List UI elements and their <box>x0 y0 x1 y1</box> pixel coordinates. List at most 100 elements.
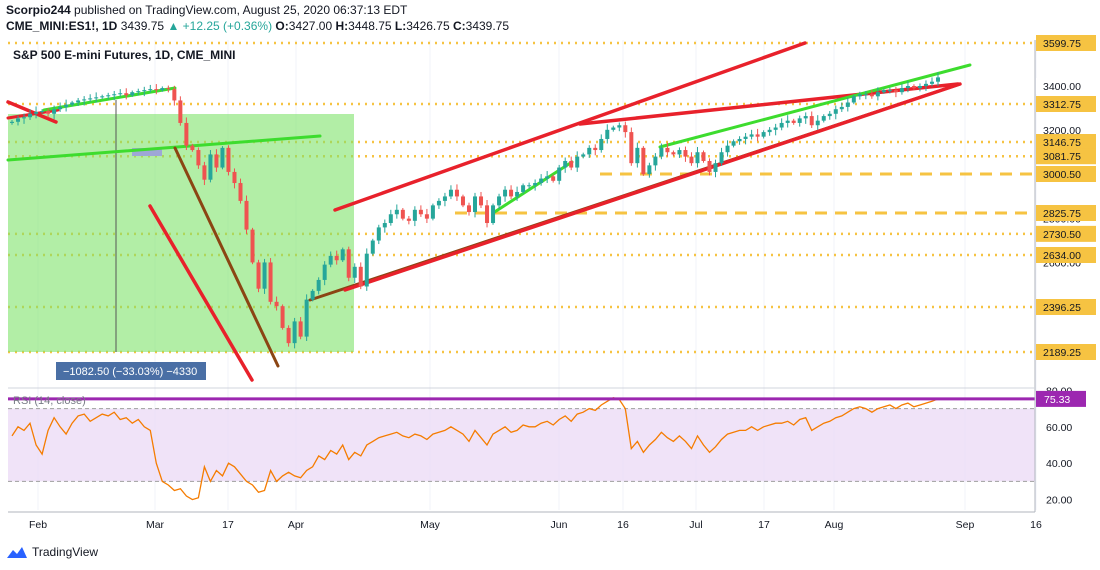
candle <box>148 84 153 93</box>
candle <box>671 150 676 157</box>
candle-body <box>100 96 105 98</box>
candle-body <box>172 89 177 101</box>
candle-body <box>328 255 333 265</box>
candle-body <box>196 150 201 166</box>
candle <box>340 247 345 262</box>
candle <box>358 262 363 290</box>
candle <box>460 194 465 208</box>
candle <box>352 263 357 283</box>
candle-body <box>635 147 640 164</box>
candle <box>917 83 922 92</box>
green-trendline <box>658 63 972 149</box>
candle <box>316 277 321 295</box>
rsi-band <box>8 408 1035 482</box>
candle-body <box>436 200 441 206</box>
candle-body <box>364 253 369 287</box>
candle <box>34 106 39 119</box>
price-label-bg <box>1036 35 1096 51</box>
candle <box>749 129 754 140</box>
x-tick-label: Sep <box>956 519 975 531</box>
price-label-bg <box>1036 148 1096 165</box>
red-trendline <box>333 41 807 212</box>
candle-body <box>346 249 351 278</box>
candle <box>936 72 940 86</box>
candle <box>707 158 712 176</box>
candle-body <box>394 209 399 215</box>
candle-body <box>430 205 435 219</box>
candle-body <box>58 106 63 110</box>
candle <box>124 88 129 100</box>
candle <box>779 118 784 131</box>
candle <box>274 296 279 311</box>
candle <box>196 147 201 169</box>
candle-body <box>677 150 682 155</box>
candle-body <box>773 127 778 130</box>
price-label: 3000.50 <box>1043 169 1081 181</box>
candle <box>58 102 63 112</box>
candle <box>208 150 213 183</box>
candle <box>557 164 562 185</box>
candle <box>172 85 177 106</box>
candle-body <box>515 191 520 197</box>
candle-body <box>148 89 153 91</box>
candle-body <box>551 176 556 181</box>
candle-body <box>719 152 724 164</box>
candle-body <box>599 138 604 151</box>
candle <box>551 174 556 183</box>
candle <box>647 162 652 178</box>
price-label: 3312.75 <box>1043 99 1081 111</box>
candle-body <box>418 209 423 215</box>
candle <box>256 259 261 293</box>
tradingview-logo-icon <box>7 547 27 558</box>
x-tick-label: Feb <box>29 519 47 531</box>
x-tick-label: 17 <box>758 519 770 531</box>
candle <box>28 109 33 120</box>
candle <box>376 224 381 245</box>
candle-body <box>827 113 832 117</box>
red-trendline <box>148 204 254 382</box>
candle <box>827 111 832 120</box>
candle <box>791 118 796 125</box>
candle <box>491 203 496 225</box>
candle <box>250 227 255 265</box>
candle-body <box>412 209 417 221</box>
price-label-bg <box>1036 299 1096 315</box>
price-label: 3081.75 <box>1043 151 1081 163</box>
candle-body <box>791 120 796 123</box>
candle <box>232 168 237 189</box>
candle-body <box>659 147 664 157</box>
brown-trendline <box>173 146 280 368</box>
candle <box>809 111 814 128</box>
candle-body <box>10 121 14 123</box>
candle <box>593 144 598 156</box>
candle <box>238 178 243 204</box>
close: 3439.75 <box>465 19 510 33</box>
x-tick-label: 16 <box>1030 519 1042 531</box>
candle-body <box>70 102 75 105</box>
candle-body <box>352 266 357 278</box>
candle-body <box>587 147 592 155</box>
candle-body <box>292 321 297 344</box>
candle <box>334 250 339 265</box>
candle-body <box>737 138 742 142</box>
candle <box>635 142 640 168</box>
candle-body <box>154 89 159 91</box>
candle-body <box>130 92 135 96</box>
candle-body <box>94 97 99 99</box>
price-label: 3599.75 <box>1043 38 1081 50</box>
candle-body <box>208 154 213 180</box>
candle <box>244 195 249 234</box>
rsi-title: RSI (14, close) <box>13 395 86 407</box>
candle-body <box>605 129 610 139</box>
price-label: 3146.75 <box>1043 137 1081 149</box>
candle <box>388 209 393 226</box>
candle-body <box>382 223 387 228</box>
candle <box>785 115 790 128</box>
candle <box>16 115 21 126</box>
candle <box>112 90 117 101</box>
candle-body <box>923 83 928 86</box>
candle-body <box>533 183 538 186</box>
x-tick-label: Jul <box>689 519 702 531</box>
candle-body <box>166 88 171 90</box>
candle-body <box>262 262 267 289</box>
